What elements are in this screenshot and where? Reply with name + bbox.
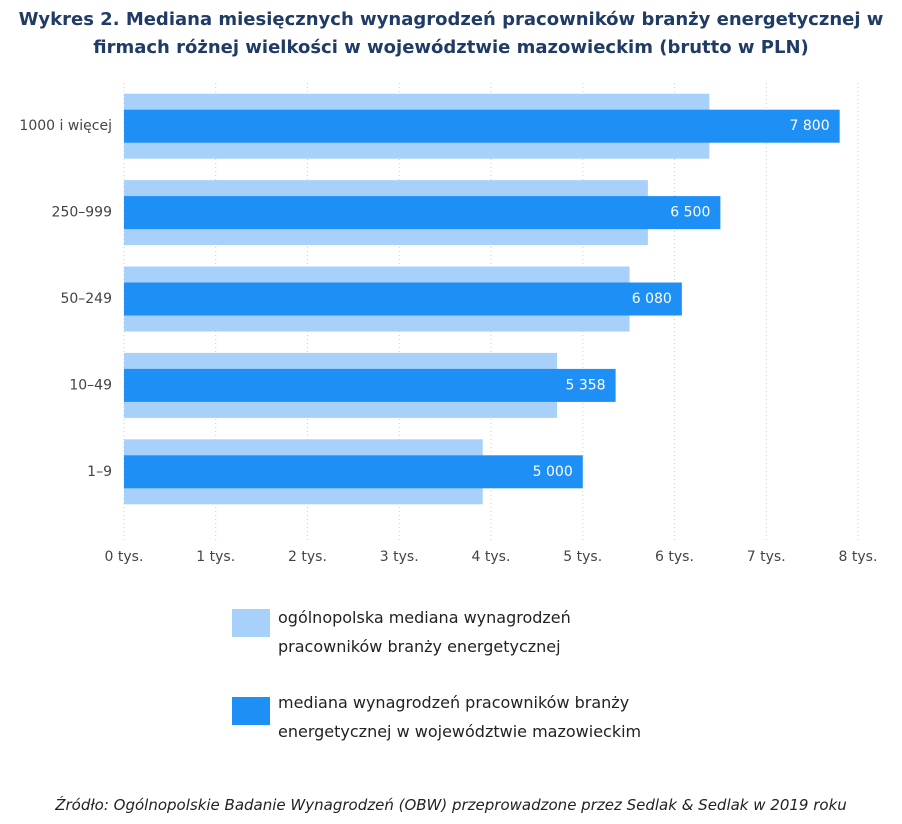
legend-swatch	[232, 697, 270, 725]
data-label: 5 000	[533, 464, 573, 480]
source-note: Źródło: Ogólnopolskie Badanie Wynagrodze…	[55, 796, 847, 814]
x-tick-label: 7 tys.	[747, 549, 786, 565]
y-tick-label: 250–999	[52, 205, 112, 221]
y-tick-label: 50–249	[60, 291, 112, 307]
legend-swatch	[232, 609, 270, 637]
bar	[124, 282, 682, 316]
x-tick-label: 0 tys.	[105, 549, 144, 565]
bar	[124, 196, 721, 230]
y-tick-label: 10–49	[69, 377, 112, 393]
x-tick-label: 5 tys.	[563, 549, 602, 565]
x-tick-label: 1 tys.	[196, 549, 235, 565]
data-label: 5 358	[566, 377, 606, 393]
x-tick-label: 2 tys.	[288, 549, 327, 565]
x-tick-label: 3 tys.	[380, 549, 419, 565]
x-tick-label: 6 tys.	[655, 549, 694, 565]
bar	[124, 109, 840, 143]
data-label: 6 080	[632, 291, 672, 307]
y-tick-label: 1000 i więcej	[19, 118, 112, 134]
y-tick-label: 1–9	[87, 464, 112, 480]
bar	[124, 368, 616, 402]
data-label: 7 800	[790, 118, 830, 134]
legend-label: ogólnopolska mediana wynagrodzeń pracown…	[278, 608, 571, 656]
chart-title: Wykres 2. Mediana miesięcznych wynagrodz…	[18, 9, 884, 58]
legend-label: mediana wynagrodzeń pracowników branży e…	[278, 693, 642, 741]
bar	[124, 455, 583, 489]
x-tick-label: 4 tys.	[472, 549, 511, 565]
x-tick-label: 8 tys.	[839, 549, 878, 565]
data-label: 6 500	[670, 205, 710, 221]
